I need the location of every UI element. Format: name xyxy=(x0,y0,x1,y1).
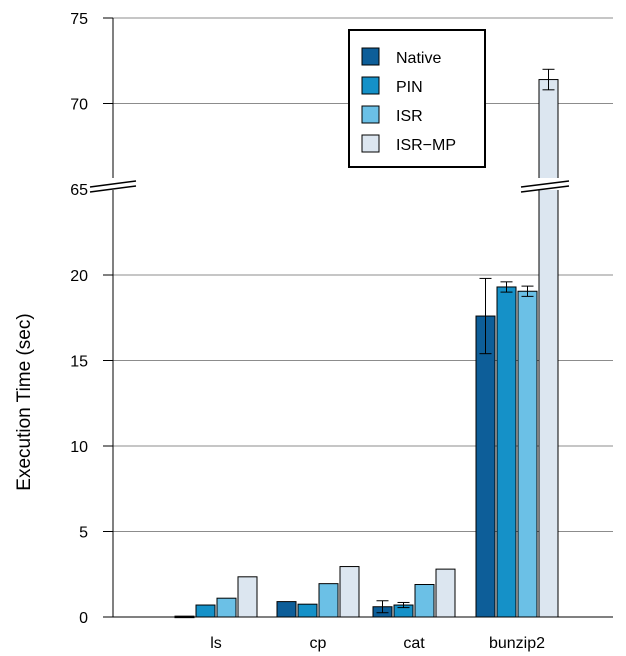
break-line xyxy=(89,180,137,188)
bar xyxy=(339,566,360,618)
legend-label: PIN xyxy=(396,79,423,96)
y-tick-label: 10 xyxy=(70,439,88,456)
legend: Native PIN ISR ISR−MP xyxy=(348,29,486,168)
legend-swatch xyxy=(361,134,380,153)
bar xyxy=(318,583,339,618)
bar xyxy=(538,79,559,618)
y-axis-title: Execution Time (sec) xyxy=(14,313,35,490)
axis-break-marks xyxy=(86,178,573,193)
tick-labels: 0 5 10 15 20 65 70 75 ls cp cat bunzip2 xyxy=(70,11,545,652)
bar xyxy=(237,576,258,618)
break-line xyxy=(520,180,570,188)
bar xyxy=(435,568,456,618)
y-tick-label: 20 xyxy=(70,268,88,285)
bar xyxy=(414,584,435,618)
axes xyxy=(103,17,613,618)
legend-swatch xyxy=(361,47,380,66)
bar xyxy=(216,597,237,618)
bar xyxy=(475,315,496,618)
legend-label: ISR xyxy=(396,108,423,125)
y-tick-label: 75 xyxy=(70,11,88,28)
x-tick-label: cp xyxy=(310,635,327,652)
y-tick-label: 0 xyxy=(79,610,88,627)
y-tick-label: 70 xyxy=(70,97,88,114)
x-tick-label: bunzip2 xyxy=(489,635,545,652)
x-tick-label: cat xyxy=(403,635,425,652)
break-line xyxy=(89,185,137,193)
bars xyxy=(174,68,559,619)
legend-swatch xyxy=(361,76,380,95)
bar xyxy=(297,603,318,618)
legend-label: Native xyxy=(396,50,441,67)
bar xyxy=(496,286,517,618)
y-tick-label: 65 xyxy=(70,182,88,199)
bar xyxy=(517,290,538,618)
bar xyxy=(195,604,216,618)
y-tick-label: 5 xyxy=(79,525,88,542)
break-line xyxy=(520,185,570,193)
legend-label: ISR−MP xyxy=(396,137,456,154)
x-tick-label: ls xyxy=(210,635,222,652)
bar xyxy=(276,601,297,618)
legend-swatch xyxy=(361,105,380,124)
y-tick-label: 15 xyxy=(70,354,88,371)
